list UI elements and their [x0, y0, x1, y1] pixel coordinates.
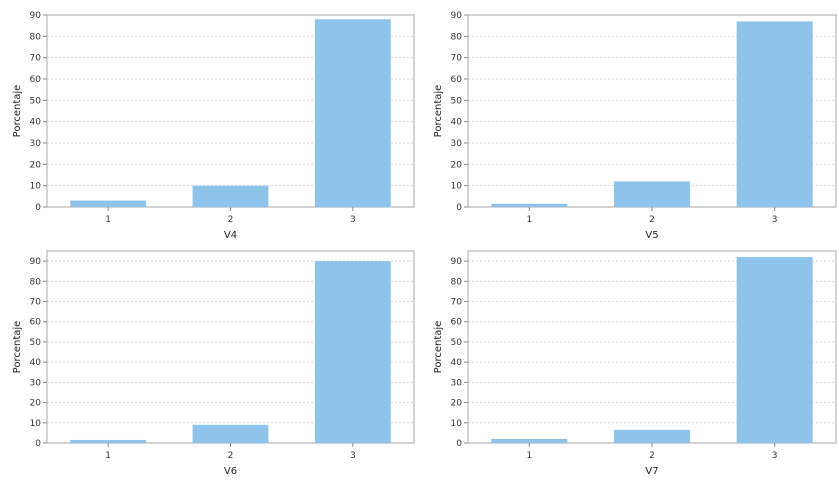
x-tick-label: 3: [350, 451, 356, 461]
x-tick-label: 1: [526, 215, 532, 225]
bar-2: [192, 185, 269, 207]
y-axis-label: Porcentaje: [433, 85, 444, 138]
bar-1: [491, 438, 568, 443]
y-tick-label: 40: [30, 118, 42, 128]
bar-1: [70, 200, 147, 207]
y-tick-label: 50: [451, 96, 463, 106]
y-axis-label: Porcentaje: [433, 321, 444, 374]
y-tick-label: 20: [30, 399, 42, 409]
y-tick-label: 30: [30, 378, 42, 388]
y-tick-label: 40: [30, 358, 42, 368]
y-tick-label: 10: [30, 182, 42, 192]
y-tick-label: 20: [451, 399, 463, 409]
chart-panel-1: 0 10 20 30 40 50 60 70 80 90 1 2 3 V4 Porcentaje: [12, 11, 415, 241]
y-tick-label: 0: [456, 203, 462, 213]
bar-3: [314, 19, 391, 208]
bar-3: [736, 21, 813, 208]
y-tick-label: 0: [456, 439, 462, 449]
x-tick-label: 2: [649, 451, 655, 461]
bar-2: [613, 181, 691, 207]
y-tick-label: 70: [451, 298, 463, 308]
y-tick-label: 30: [30, 139, 42, 149]
y-tick-label: 10: [30, 419, 42, 429]
y-tick-label: 30: [451, 139, 463, 149]
x-tick-label: 2: [649, 215, 655, 225]
x-tick-label: 2: [228, 451, 234, 461]
y-tick-label: 90: [451, 11, 463, 21]
y-tick-label: 0: [35, 203, 41, 213]
y-tick-label: 50: [451, 338, 463, 348]
y-tick-label: 10: [451, 182, 463, 192]
bar-3: [736, 257, 813, 443]
x-tick-label: 3: [350, 215, 356, 225]
x-tick-label: 1: [105, 451, 111, 461]
y-tick-label: 80: [30, 32, 42, 42]
y-tick-label: 70: [30, 298, 42, 308]
y-tick-label: 20: [451, 160, 463, 170]
y-tick-label: 70: [451, 54, 463, 64]
y-tick-label: 60: [30, 75, 42, 85]
x-tick-label: 1: [105, 215, 111, 225]
y-tick-label: 90: [30, 257, 42, 267]
y-tick-label: 70: [30, 54, 42, 64]
x-tick-label: 1: [526, 451, 532, 461]
y-tick-label: 80: [451, 277, 463, 287]
y-tick-label: 40: [451, 118, 463, 128]
bar-2: [192, 424, 269, 443]
y-tick-label: 0: [35, 439, 41, 449]
y-tick-label: 90: [30, 11, 42, 21]
x-axis-label: V5: [645, 230, 658, 241]
y-tick-label: 50: [30, 96, 42, 106]
y-axis-label: Porcentaje: [12, 85, 23, 138]
y-tick-label: 50: [30, 338, 42, 348]
y-tick-label: 30: [451, 378, 463, 388]
x-axis-label: V6: [224, 466, 237, 477]
chart-panel-3: 0 10 20 30 40 50 60 70 80 90 1 2 3 V6 Porcentaje: [12, 250, 415, 477]
bar-2: [613, 429, 691, 443]
bar-1: [491, 203, 568, 207]
x-axis-label: V4: [224, 230, 237, 241]
bar-1: [70, 439, 147, 443]
y-tick-label: 20: [30, 160, 42, 170]
y-axis-label: Porcentaje: [12, 321, 23, 374]
y-tick-label: 90: [451, 257, 463, 267]
y-tick-label: 60: [451, 318, 463, 328]
y-tick-label: 80: [30, 277, 42, 287]
x-tick-label: 2: [228, 215, 234, 225]
x-tick-label: 3: [772, 215, 778, 225]
y-tick-label: 60: [30, 318, 42, 328]
y-tick-label: 80: [451, 32, 463, 42]
x-axis-label: V7: [645, 466, 658, 477]
y-tick-label: 10: [451, 419, 463, 429]
chart-panel-4: 0 10 20 30 40 50 60 70 80 90 1 2 3 V7 Porcentaje: [433, 250, 837, 477]
y-tick-label: 40: [451, 358, 463, 368]
x-tick-label: 3: [772, 451, 778, 461]
bar-3: [314, 261, 391, 443]
chart-panel-2: 0 10 20 30 40 50 60 70 80 90 1 2 3 V5 Porcentaje: [433, 11, 837, 241]
y-tick-label: 60: [451, 75, 463, 85]
